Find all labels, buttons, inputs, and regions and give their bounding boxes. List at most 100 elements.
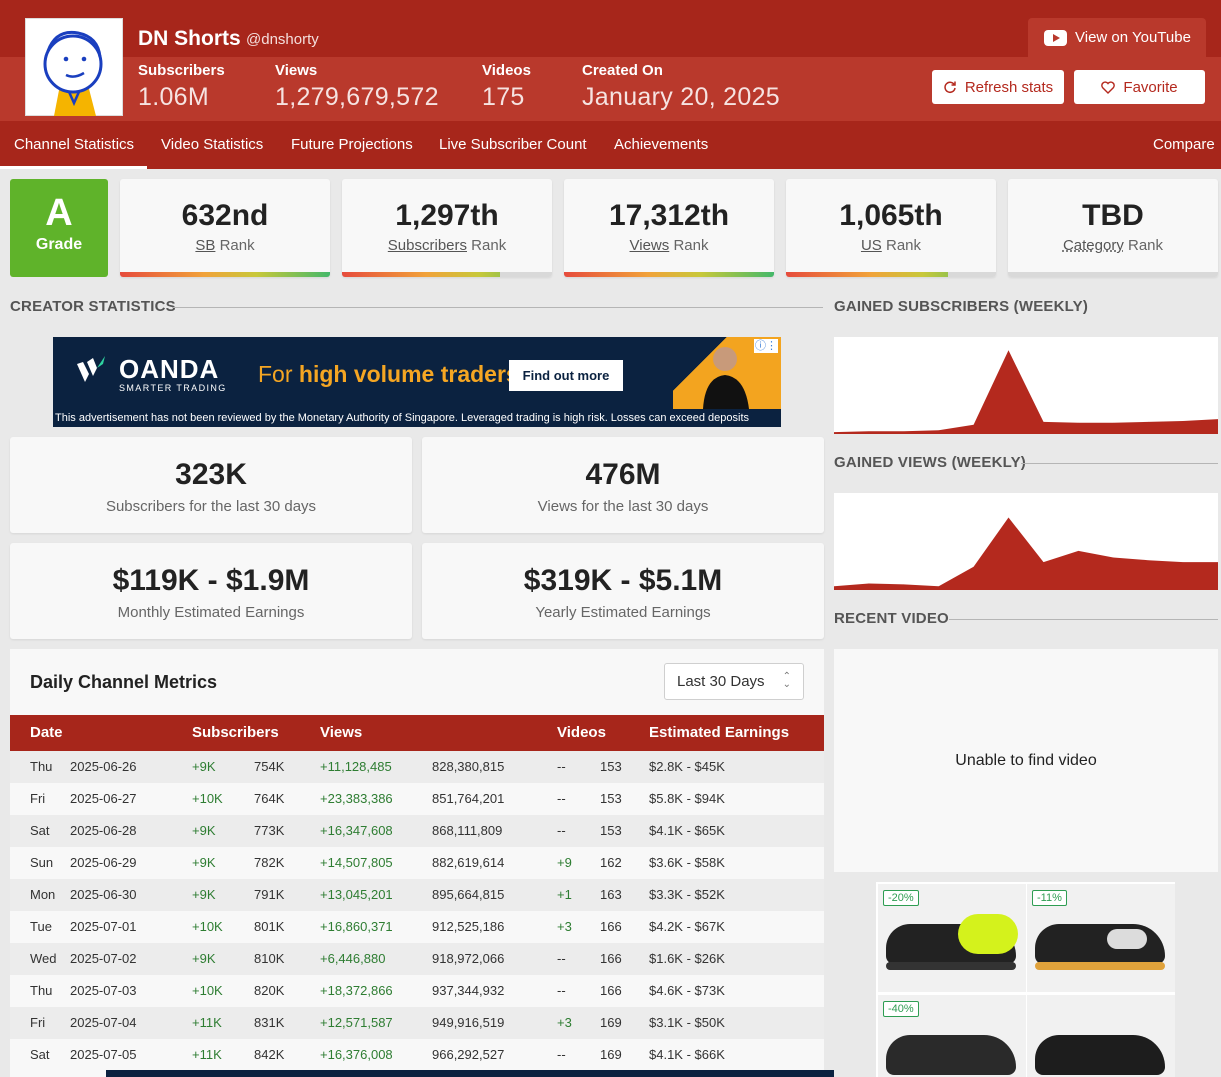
card-value: $119K - $1.9M <box>112 564 310 597</box>
cell-vid-gain: +1 <box>557 887 572 902</box>
area-series <box>834 350 1218 434</box>
cell-day: Tue <box>30 919 52 934</box>
ad-brand-sub: SMARTER TRADING <box>119 383 227 393</box>
rank-suffix: Rank <box>1128 237 1164 254</box>
channel-avatar[interactable] <box>25 18 123 116</box>
favorite-button[interactable]: Favorite <box>1074 70 1205 104</box>
bottom-ad-banner[interactable] <box>106 1070 834 1077</box>
cell-earnings: $4.1K - $65K <box>649 823 725 838</box>
monthly-earnings-card: $119K - $1.9M Monthly Estimated Earnings <box>10 543 412 639</box>
section-divider <box>172 307 823 308</box>
grade-label: Grade <box>35 236 83 253</box>
column-header-date: Date <box>30 724 63 741</box>
cell-subs: 754K <box>254 759 285 774</box>
tab-video-statistics[interactable]: Video Statistics <box>161 136 264 153</box>
shoe-product-2[interactable]: -11% <box>1027 884 1175 992</box>
cell-date: 2025-06-29 <box>70 855 137 870</box>
card-value: $319K - $5.1M <box>523 564 723 597</box>
cell-subs: 773K <box>254 823 285 838</box>
gained-views-heading: GAINED VIEWS (WEEKLY) <box>834 454 1026 471</box>
range-select-value: Last 30 Days <box>677 673 765 690</box>
metrics-title: Daily Channel Metrics <box>30 672 218 692</box>
recent-video-panel: Unable to find video <box>834 649 1218 872</box>
cell-view-gain: +11,128,485 <box>320 759 392 774</box>
rank-card-subscribers: 1,297th Subscribers Rank <box>342 179 552 277</box>
cell-earnings: $4.1K - $66K <box>649 1047 725 1062</box>
cell-videos: 166 <box>600 983 622 998</box>
discount-badge: -40% <box>883 1001 919 1017</box>
creator-statistics-heading: CREATOR STATISTICS <box>10 298 176 315</box>
cell-day: Sat <box>30 1047 50 1062</box>
cell-date: 2025-07-05 <box>70 1047 137 1062</box>
cell-subs: 801K <box>254 919 285 934</box>
tab-live-subscriber-count[interactable]: Live Subscriber Count <box>439 136 587 153</box>
header-stat-value: 175 <box>482 83 525 111</box>
rank-label: Views Rank <box>564 237 774 254</box>
recent-video-heading: RECENT VIDEO <box>834 610 949 627</box>
cell-views: 966,292,527 <box>432 1047 505 1062</box>
cell-videos: 169 <box>600 1047 622 1062</box>
shoe-sole <box>886 962 1016 970</box>
shoe-product-1[interactable]: -20% <box>878 884 1026 992</box>
rank-key[interactable]: US <box>860 237 882 254</box>
card-label: Subscribers for the last 30 days <box>105 498 317 515</box>
range-select[interactable]: Last 30 Days ⌃ ⌄ <box>664 663 804 700</box>
cell-subs: 791K <box>254 887 285 902</box>
shoe-ad[interactable]: ⓘ⋮ -20% -11% -40% <box>876 882 1175 1077</box>
cell-views: 895,664,815 <box>432 887 505 902</box>
cell-subs: 810K <box>254 951 285 966</box>
shoe-product-4[interactable] <box>1027 995 1175 1077</box>
table-row: Thu 2025-06-26 +9K 754K +11,128,485 828,380,8… <box>10 751 824 783</box>
view-on-youtube-button[interactable]: View on YouTube <box>1028 18 1206 57</box>
cell-date: 2025-06-27 <box>70 791 137 806</box>
shoe-sole <box>1035 962 1165 970</box>
oanda-ad-banner[interactable]: OANDA SMARTER TRADING For high volume tr… <box>53 337 781 427</box>
cell-day: Fri <box>30 1015 46 1030</box>
youtube-icon <box>1044 29 1067 46</box>
refresh-icon <box>944 81 956 94</box>
rank-key[interactable]: SB <box>195 237 216 254</box>
rank-suffix: Rank <box>885 237 922 254</box>
tab-achievements[interactable]: Achievements <box>614 136 709 153</box>
cell-day: Sun <box>30 855 54 870</box>
tab-compare[interactable]: Compare <box>1153 136 1215 153</box>
shoe-accent <box>958 914 1018 954</box>
cell-sub-gain: +9K <box>192 759 216 774</box>
table-row: Sun 2025-06-29 +9K 782K +14,507,805 882,619,6… <box>10 847 824 879</box>
recent-video-message: Unable to find video <box>955 751 1097 769</box>
cell-subs: 842K <box>254 1047 285 1062</box>
ad-choices-icon[interactable]: ⓘ⋮ <box>754 339 778 353</box>
ad-person-image <box>703 347 749 409</box>
cell-view-gain: +16,347,608 <box>320 823 393 838</box>
cell-views: 912,525,186 <box>432 919 505 934</box>
table-row: Wed 2025-07-02 +9K 810K +6,446,880 918,972,06… <box>10 943 824 975</box>
metrics-table-header: Date Subscribers Views Videos Estimated … <box>10 715 824 751</box>
rank-key[interactable]: Subscribers <box>387 237 467 254</box>
cell-sub-gain: +9K <box>192 823 216 838</box>
cell-day: Sat <box>30 823 50 838</box>
cell-sub-gain: +10K <box>192 791 223 806</box>
column-header-views: Views <box>320 724 363 741</box>
tab-future-projections[interactable]: Future Projections <box>291 136 413 153</box>
tab-channel-statistics[interactable]: Channel Statistics <box>0 121 147 169</box>
rank-key[interactable]: Category <box>1062 237 1124 254</box>
shoe-product-3[interactable]: -40% <box>878 995 1026 1077</box>
table-row: Mon 2025-06-30 +9K 791K +13,045,201 895,664,8… <box>10 879 824 911</box>
cell-subs: 782K <box>254 855 285 870</box>
header-stat-value: 1.06M <box>138 83 209 111</box>
ad-find-out-more-button[interactable]: Find out more <box>509 360 623 391</box>
cell-earnings: $5.8K - $94K <box>649 791 725 806</box>
refresh-stats-button[interactable]: Refresh stats <box>932 70 1064 104</box>
rank-progress-bar <box>564 272 774 277</box>
header-stat-videos: Videos 175 <box>482 62 531 112</box>
card-label: Monthly Estimated Earnings <box>117 604 305 621</box>
rank-key[interactable]: Views <box>629 237 670 254</box>
cell-videos: 166 <box>600 919 622 934</box>
cell-date: 2025-06-26 <box>70 759 137 774</box>
views-30-days-card: 476M Views for the last 30 days <box>422 437 824 533</box>
rank-label: US Rank <box>786 237 996 254</box>
channel-name: DN Shorts <box>138 27 241 50</box>
rank-progress-bar <box>342 272 500 277</box>
cell-date: 2025-06-30 <box>70 887 137 902</box>
cell-date: 2025-07-02 <box>70 951 137 966</box>
